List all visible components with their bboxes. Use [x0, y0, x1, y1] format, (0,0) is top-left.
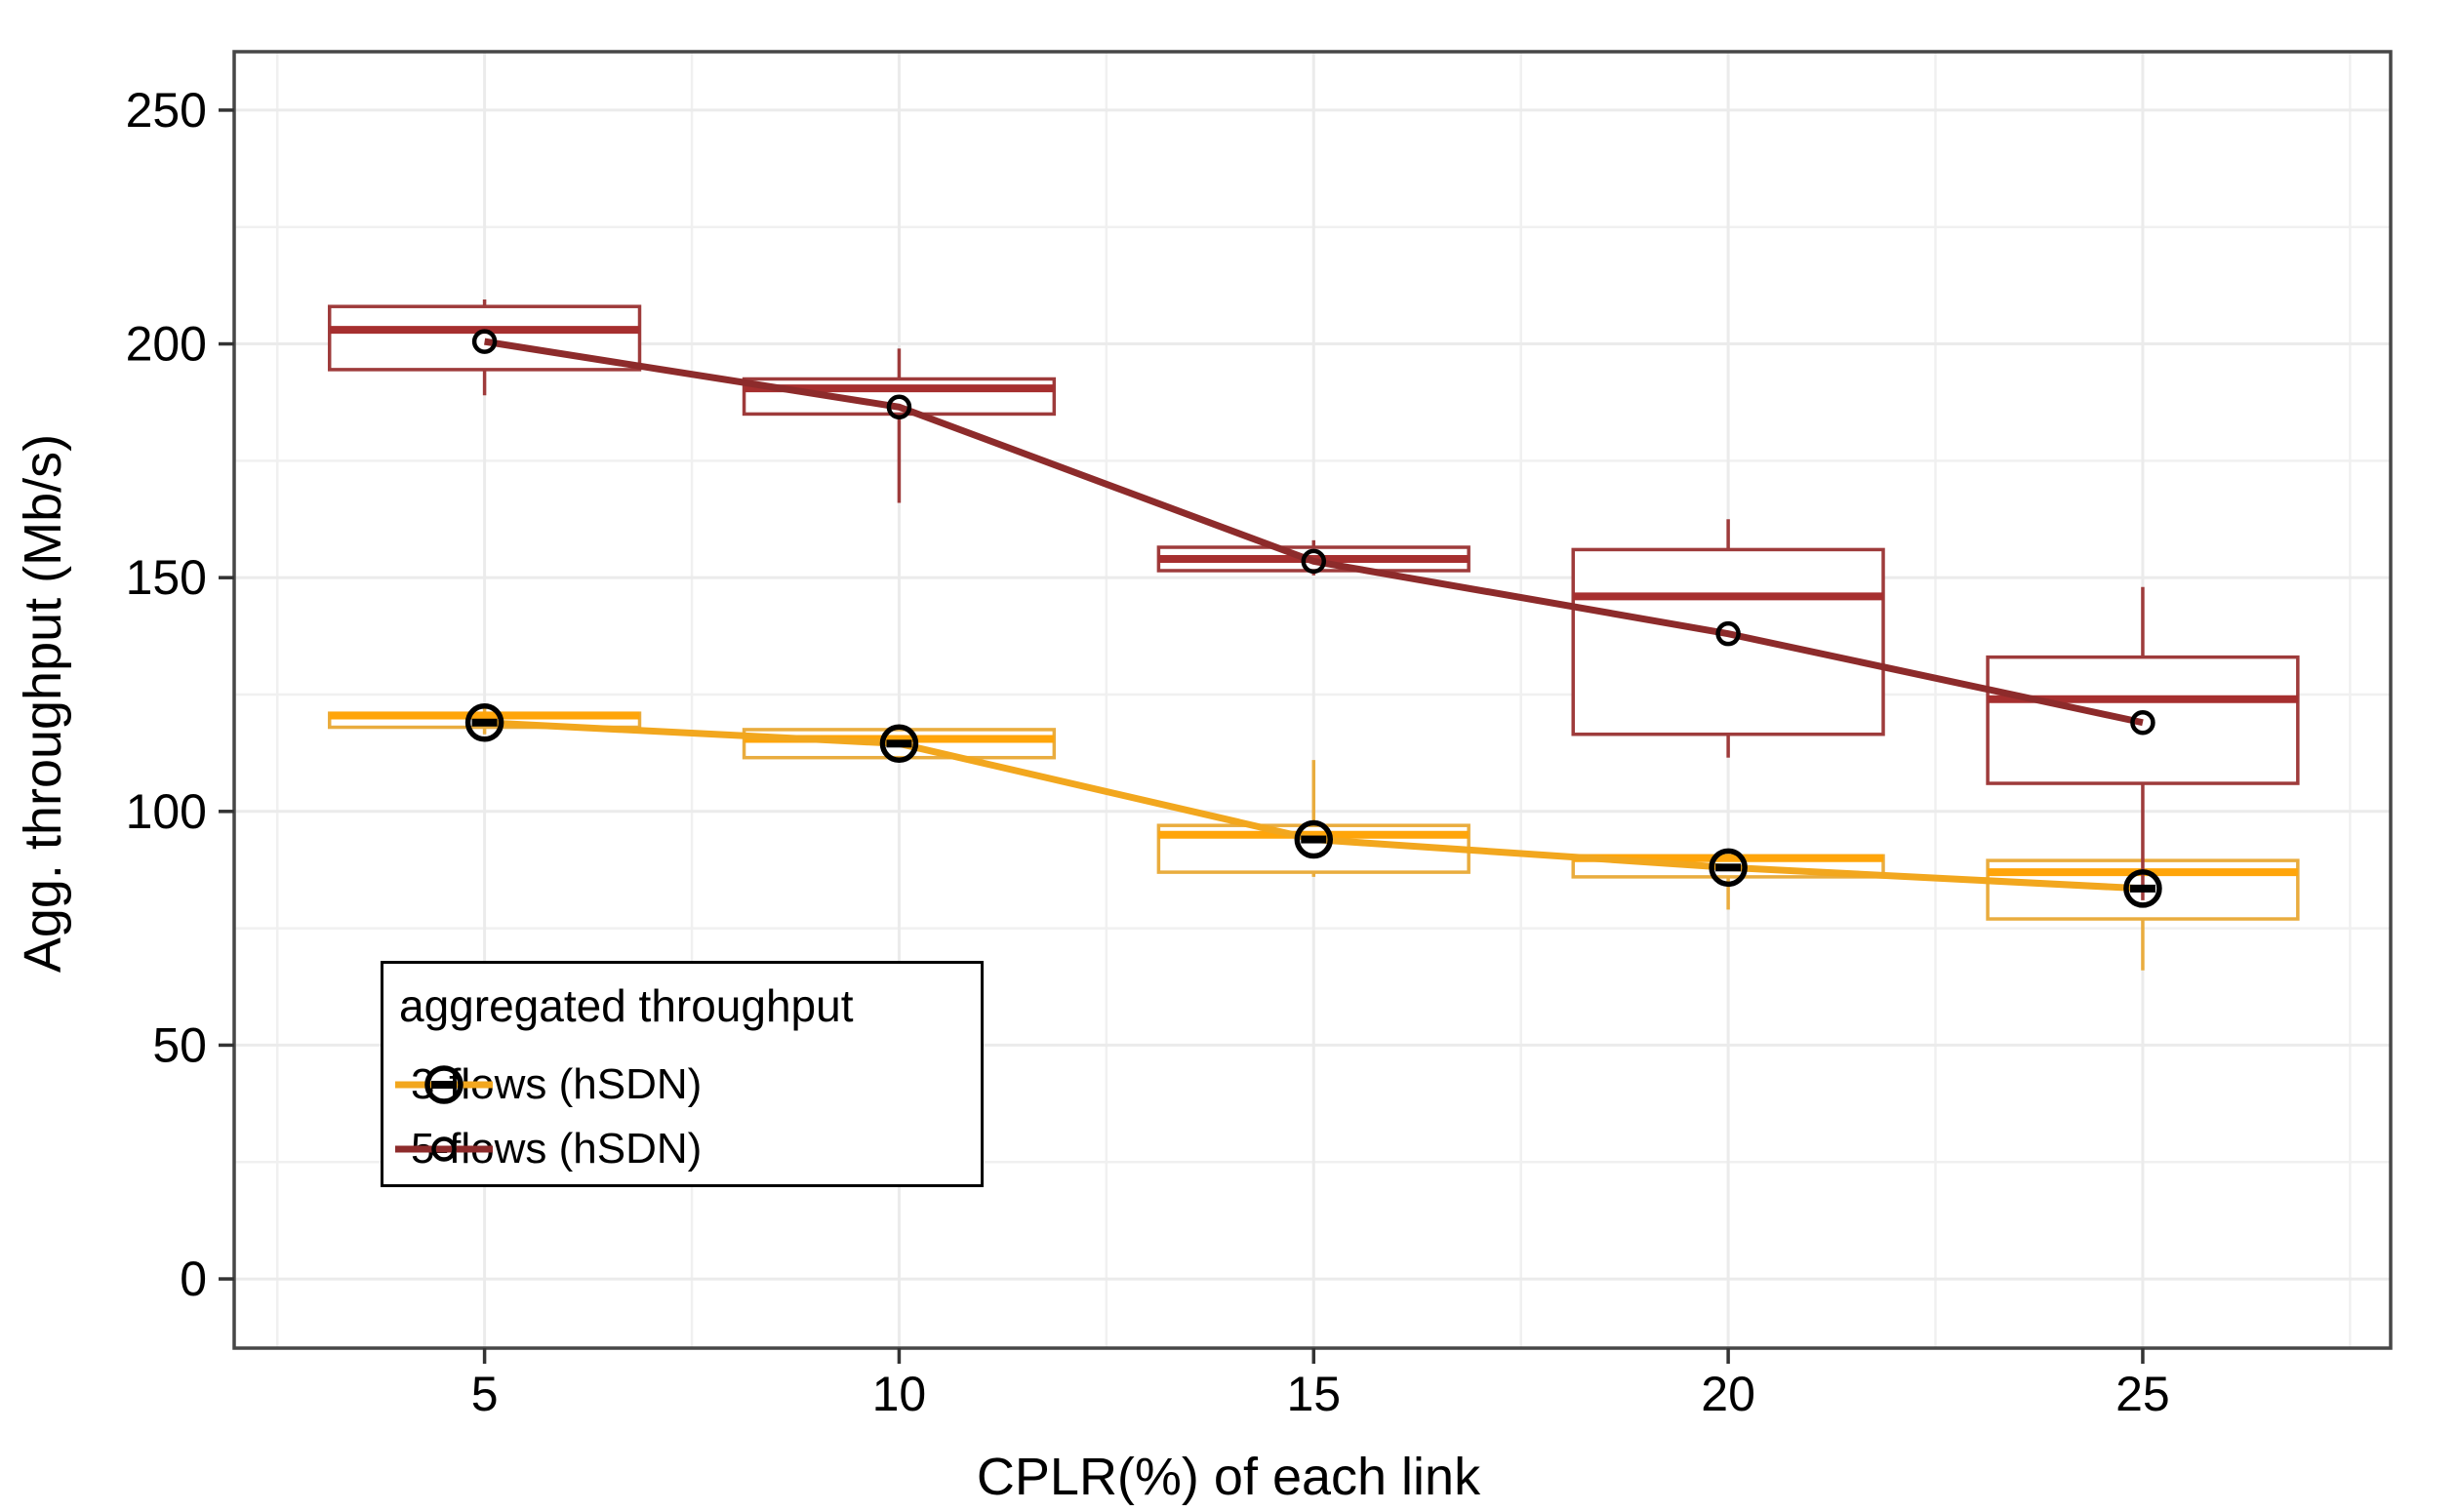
- svg-text:10: 10: [872, 1367, 927, 1421]
- legend-entry-3-flows: 3-flows (hSDN): [393, 1054, 702, 1116]
- svg-text:25: 25: [2115, 1367, 2170, 1421]
- svg-text:100: 100: [126, 784, 207, 839]
- svg-text:150: 150: [126, 550, 207, 605]
- svg-text:50: 50: [152, 1017, 207, 1072]
- legend-entry-5-flows: 5-flows (hSDN): [393, 1118, 702, 1180]
- legend-key-3-flows-icon: [395, 1065, 493, 1104]
- y-axis-title: Agg. throughput (Mb/s): [14, 433, 72, 974]
- svg-text:0: 0: [180, 1252, 207, 1306]
- svg-text:200: 200: [126, 317, 207, 372]
- legend: aggregated throughput 3-flows (hSDN) 5-f…: [381, 961, 984, 1187]
- svg-text:15: 15: [1286, 1367, 1341, 1421]
- x-axis-title: CPLR(%) of each link: [976, 1448, 1481, 1506]
- legend-title: aggregated throughput: [399, 980, 854, 1031]
- svg-text:5: 5: [471, 1367, 499, 1421]
- svg-text:250: 250: [126, 83, 207, 138]
- legend-key-5-flows-icon: [395, 1136, 493, 1162]
- svg-text:20: 20: [1701, 1367, 1755, 1421]
